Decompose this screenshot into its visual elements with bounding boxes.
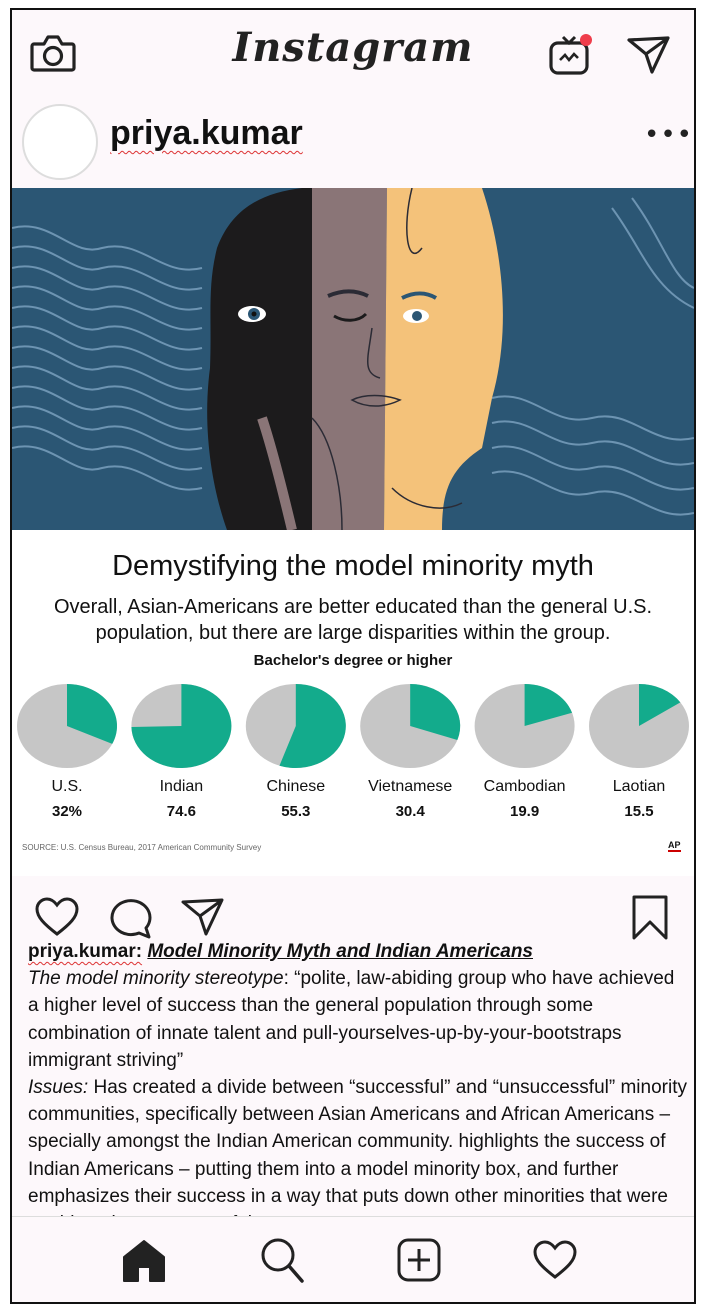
pie-share-slice xyxy=(524,684,573,726)
pie-value-label: 19.9 xyxy=(510,803,539,820)
pie-vietnamese: Vietnamese 30.4 xyxy=(360,684,461,820)
source-note: SOURCE: U.S. Census Bureau, 2017 America… xyxy=(22,843,262,852)
pie-value-label: 32% xyxy=(52,803,82,820)
pie-category-label: Laotian xyxy=(613,778,666,795)
caption-label-1: The model minority stereotype xyxy=(28,968,284,990)
pie-category-label: U.S. xyxy=(51,778,82,795)
pie-charts: U.S. 32% Indian 74.6 Chinese 55.3 Vietnamese 30… xyxy=(17,684,689,820)
chart-title: Bachelor's degree or higher xyxy=(253,652,453,669)
pie-category-label: Vietnamese xyxy=(368,778,452,795)
home-icon[interactable] xyxy=(120,1237,168,1283)
ap-logo: AP xyxy=(668,840,681,852)
pie-indian: Indian 74.6 xyxy=(131,684,232,820)
app-logo: Instagram xyxy=(232,24,474,71)
pie-cambodian: Cambodian 19.9 xyxy=(474,684,575,820)
caption-title: Model Minority Myth and Indian Americans xyxy=(147,941,533,962)
caption-paragraph-1: The model minority stereotype: “polite, … xyxy=(28,965,688,1074)
bookmark-icon[interactable] xyxy=(630,894,670,942)
pie-category-label: Cambodian xyxy=(484,778,566,795)
pie-value-label: 30.4 xyxy=(396,803,426,820)
post-header: priya.kumar ••• xyxy=(12,96,694,188)
notification-dot xyxy=(580,34,592,46)
pie-chinese: Chinese 55.3 xyxy=(245,684,346,820)
post-caption: priya.kumar: Model Minority Myth and Ind… xyxy=(28,938,688,1237)
pie-share-slice xyxy=(639,684,681,726)
bottom-tab-bar xyxy=(12,1216,694,1302)
heart-icon[interactable] xyxy=(34,896,80,938)
phone-frame: Instagram priya.kumar ••• xyxy=(10,8,696,1304)
caption-username[interactable]: priya.kumar: xyxy=(28,941,143,962)
igtv-icon[interactable] xyxy=(548,34,596,76)
infographic-subtitle: Overall, Asian-Americans are better educ… xyxy=(52,594,654,646)
pie-value-label: 74.6 xyxy=(167,803,196,820)
pie-category-label: Indian xyxy=(160,778,204,795)
post-actions xyxy=(12,876,694,940)
pie-category-label: Chinese xyxy=(266,778,325,795)
caption-text-2: Has created a divide between “successful… xyxy=(28,1077,687,1234)
pie-value-label: 55.3 xyxy=(281,803,310,820)
pie-value-label: 15.5 xyxy=(624,803,653,820)
share-icon[interactable] xyxy=(180,896,226,938)
post-image[interactable]: Demystifying the model minority myth Ove… xyxy=(12,188,694,876)
infographic-headline: Demystifying the model minority myth xyxy=(112,550,594,582)
caption-paragraph-2: Issues: Has created a divide between “su… xyxy=(28,1074,688,1237)
pie-share-slice xyxy=(67,684,117,744)
pie-share-slice xyxy=(131,684,232,768)
top-bar: Instagram xyxy=(12,10,694,97)
post-username[interactable]: priya.kumar xyxy=(110,114,303,152)
caption-label-2: Issues: xyxy=(28,1077,89,1099)
comment-icon[interactable] xyxy=(108,896,154,940)
caption-heading: priya.kumar: Model Minority Myth and Ind… xyxy=(28,938,688,965)
avatar[interactable] xyxy=(22,104,98,180)
pie-share-slice xyxy=(279,684,346,768)
search-icon[interactable] xyxy=(258,1235,306,1285)
subtitle-line-1: Overall, Asian-Americans are better educ… xyxy=(53,596,653,618)
caption-text-1: : “polite, law-abiding group who have ac… xyxy=(28,968,675,1071)
pie-u-s: U.S. 32% xyxy=(17,684,117,820)
camera-icon[interactable] xyxy=(30,32,76,74)
pie-share-slice xyxy=(410,684,461,740)
pie-laotian: Laotian 15.5 xyxy=(589,684,689,820)
illustration-image xyxy=(12,188,694,530)
activity-heart-icon[interactable] xyxy=(532,1239,578,1281)
subtitle-line-2: population, but there are large disparit… xyxy=(95,622,611,644)
more-options-icon[interactable]: ••• xyxy=(644,120,694,150)
new-post-icon[interactable] xyxy=(396,1237,442,1283)
direct-message-icon[interactable] xyxy=(626,34,672,76)
